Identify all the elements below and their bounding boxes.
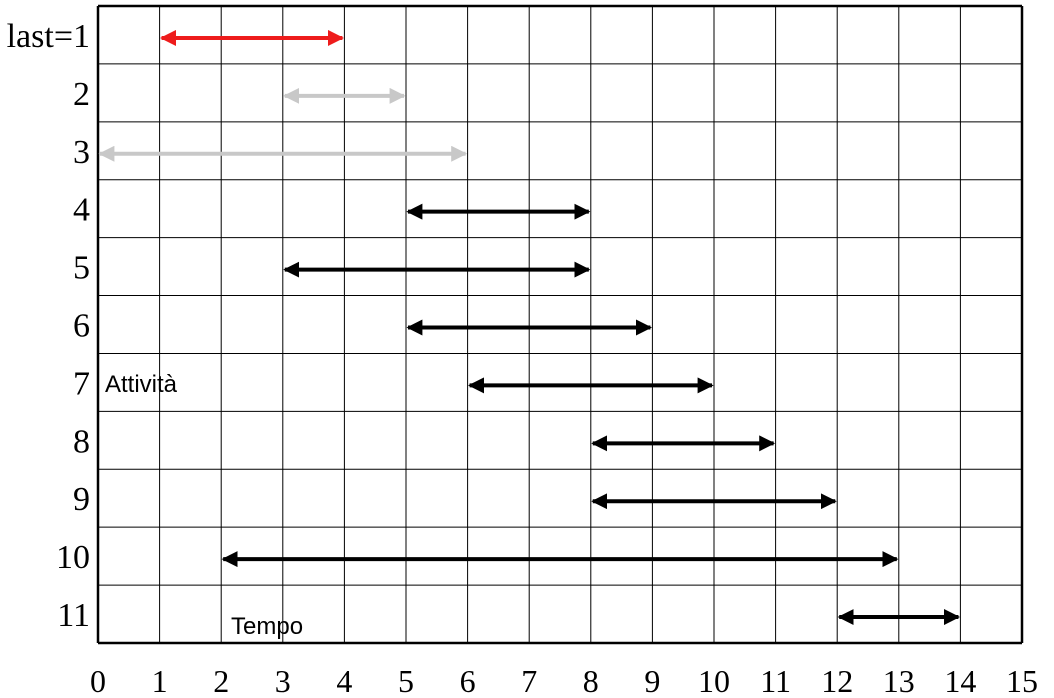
x-tick-label: 12 xyxy=(821,663,853,698)
row-label: 2 xyxy=(73,76,90,113)
x-tick-label: 0 xyxy=(90,663,106,698)
x-tick-label: 3 xyxy=(275,663,291,698)
x-tick-label: 7 xyxy=(521,663,537,698)
row-label: 5 xyxy=(73,250,90,287)
row-label: 10 xyxy=(56,539,90,576)
row-label: 8 xyxy=(73,423,90,460)
intervals xyxy=(98,29,961,626)
x-tick-label: 8 xyxy=(583,663,599,698)
x-tick-label: 6 xyxy=(460,663,476,698)
row-label: 4 xyxy=(73,192,90,229)
x-tick-label: 2 xyxy=(213,663,229,698)
row-label: 9 xyxy=(73,481,90,518)
grid xyxy=(96,4,1024,645)
x-tick-label: 5 xyxy=(398,663,414,698)
x-tick-label: 15 xyxy=(1006,663,1038,698)
x-tick-label: 10 xyxy=(698,663,730,698)
x-tick-label: 13 xyxy=(883,663,915,698)
row-label: 11 xyxy=(57,597,90,634)
y-axis-annotation: Attività xyxy=(105,371,178,398)
row-label: 6 xyxy=(73,308,90,345)
x-tick-label: 9 xyxy=(644,663,660,698)
x-tick-label: 14 xyxy=(944,663,976,698)
row-label: last=1 xyxy=(7,18,90,55)
x-tick-label: 1 xyxy=(152,663,168,698)
x-tick-label: 11 xyxy=(760,663,791,698)
x-axis-annotation: Tempo xyxy=(231,613,303,640)
row-label: 7 xyxy=(73,365,90,402)
row-label: 3 xyxy=(73,134,90,171)
x-tick-label: 4 xyxy=(336,663,352,698)
